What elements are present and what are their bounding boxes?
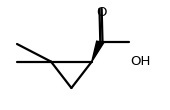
Text: O: O bbox=[96, 6, 106, 19]
Text: OH: OH bbox=[130, 55, 150, 68]
Polygon shape bbox=[92, 41, 104, 62]
